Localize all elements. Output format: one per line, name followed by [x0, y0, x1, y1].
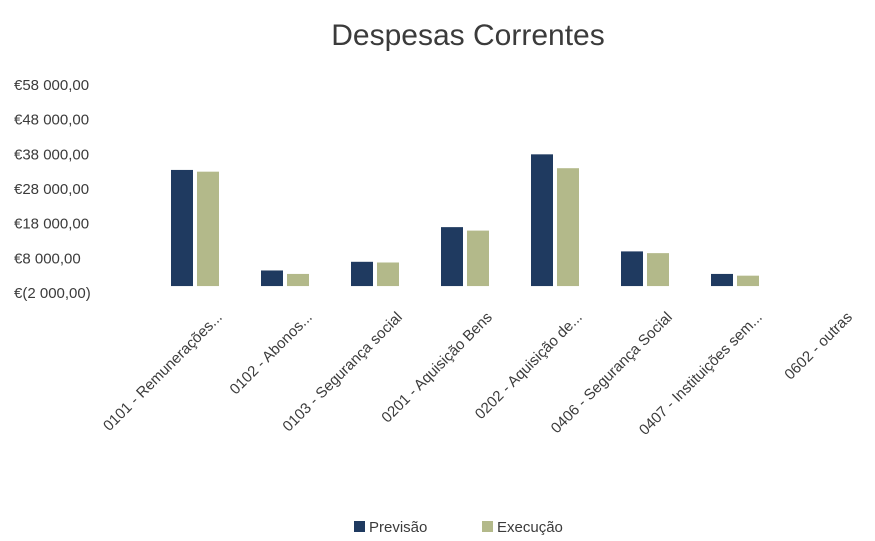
bar-execucao [737, 275, 759, 287]
y-tick-label: €(2 000,00) [14, 285, 91, 302]
bar-execucao [377, 262, 399, 287]
bar-previsao [351, 261, 373, 287]
bar-previsao [621, 251, 643, 287]
legend-swatch [354, 521, 365, 532]
bar-execucao [287, 273, 309, 287]
legend-label: Execução [497, 519, 563, 536]
bar-previsao [171, 169, 193, 287]
y-tick-label: €48 000,00 [14, 112, 89, 129]
chart-title: Despesas Correntes [331, 19, 604, 52]
y-tick-label: €38 000,00 [14, 146, 89, 163]
y-tick-label: €8 000,00 [14, 250, 81, 267]
bars [171, 154, 759, 287]
x-axis-ticks: 0101 - Remunerações... 0102 - Abonos...01… [100, 309, 856, 439]
legend: Previsão Execução [354, 519, 563, 536]
x-tick-label: 0602 - outras [781, 309, 856, 384]
y-tick-label: €58 000,00 [14, 77, 89, 94]
bar-previsao [261, 270, 283, 287]
x-tick-label: 0101 - Remunerações... [100, 309, 226, 435]
y-tick-label: €18 000,00 [14, 216, 89, 233]
legend-swatch [482, 521, 493, 532]
bar-previsao [441, 227, 463, 287]
bar-execucao [647, 253, 669, 287]
x-tick-label: 0102 - Abonos... [227, 309, 316, 398]
bar-execucao [197, 171, 219, 287]
bar-execucao [467, 230, 489, 287]
y-tick-label: €28 000,00 [14, 181, 89, 198]
bar-execucao [557, 168, 579, 287]
y-axis-ticks: €58 000,00 €48 000,00 €38 000,00 €28 000,00… [14, 77, 91, 302]
legend-label: Previsão [369, 519, 427, 536]
bar-previsao [711, 273, 733, 287]
bar-previsao [531, 154, 553, 287]
